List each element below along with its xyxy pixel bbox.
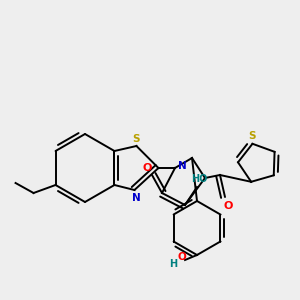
Text: O: O (223, 201, 233, 211)
Text: N: N (132, 193, 141, 203)
Text: H: H (169, 259, 177, 269)
Text: S: S (249, 131, 256, 141)
Text: N: N (178, 161, 186, 171)
Text: O: O (142, 163, 152, 173)
Text: S: S (133, 134, 140, 144)
Text: O: O (178, 252, 186, 262)
Text: HO: HO (191, 174, 207, 184)
